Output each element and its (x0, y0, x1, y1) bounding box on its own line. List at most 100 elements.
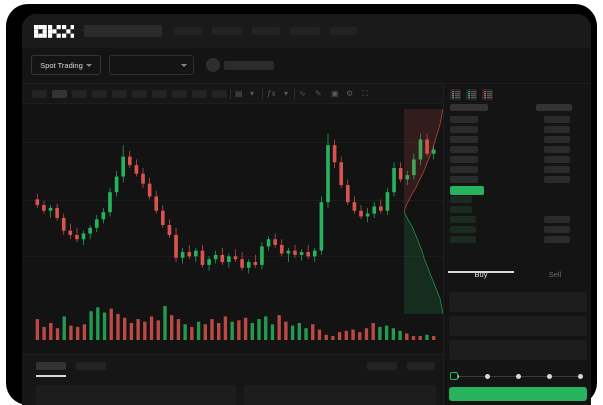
orderbook-bid-price[interactable] (450, 226, 476, 233)
indicator-icon[interactable]: ƒx (267, 89, 276, 98)
order-amount-field[interactable] (449, 316, 587, 336)
timeframe-1mo[interactable] (192, 90, 207, 98)
nav-item-earn[interactable] (252, 27, 280, 35)
toolbar-divider (230, 89, 231, 99)
order-price-field[interactable] (449, 292, 587, 312)
nav-item-markets[interactable] (212, 27, 242, 35)
slider-step-25[interactable] (485, 373, 490, 379)
place-buy-order-button[interactable] (449, 387, 587, 401)
pencil-icon[interactable]: ✎ (315, 89, 322, 98)
chart-gridline (22, 200, 443, 201)
candlestick-series (35, 133, 436, 274)
orderbook-ask-price[interactable] (450, 146, 478, 153)
tab-buy[interactable]: Buy (444, 270, 518, 279)
spot-trading-label: Spot Trading (40, 60, 83, 70)
order-entry-form (443, 286, 591, 405)
slider-handle[interactable] (450, 372, 458, 380)
spot-trading-mode-button[interactable]: Spot Trading (31, 55, 101, 75)
orderbook-bid-price[interactable] (450, 236, 476, 243)
orderbook-ask-amount[interactable] (544, 116, 570, 123)
bottom-card-left[interactable] (36, 385, 236, 405)
chart-toolbar: ▤ ▾ ƒx ▾ ∿ ✎ ▣ ⚙ ⛶ (22, 84, 443, 104)
chart-gridline (22, 256, 443, 257)
orderbook-layout-bids-icon[interactable] (466, 89, 477, 100)
pair-name (224, 61, 274, 70)
orderbook-header-price (450, 104, 488, 111)
orderbook-ask-amount[interactable] (544, 156, 570, 163)
chart-type-icon[interactable]: ▤ (235, 89, 243, 98)
orderbook-spread-row (450, 186, 484, 195)
toolbar-divider (262, 89, 263, 99)
orderbook-ask-price[interactable] (450, 166, 478, 173)
timeframe-1d[interactable] (152, 90, 167, 98)
orderbook-ask-amount[interactable] (544, 136, 570, 143)
timeframe-4h[interactable] (132, 90, 147, 98)
order-book-panel (443, 84, 591, 264)
timeframe-more[interactable] (212, 90, 227, 98)
nav-item-more[interactable] (290, 27, 320, 35)
bottom-action-1[interactable] (367, 362, 397, 370)
pair-avatar (206, 58, 220, 72)
tab-sell[interactable]: Sell (518, 270, 591, 279)
fullscreen-icon[interactable]: ⛶ (362, 89, 368, 98)
orderbook-ask-price[interactable] (450, 126, 478, 133)
orders-panel (22, 354, 443, 405)
timeframe-30m[interactable] (92, 90, 107, 98)
timeframe-1h[interactable] (112, 90, 127, 98)
search-input[interactable] (84, 25, 162, 37)
timeframe-1m[interactable] (32, 90, 47, 98)
orderbook-ask-price[interactable] (450, 116, 478, 123)
orderbook-bid-amount[interactable] (544, 226, 570, 233)
orderbook-ask-price[interactable] (450, 156, 478, 163)
depth-chart (404, 109, 443, 314)
nav-item-trade[interactable] (174, 27, 202, 35)
trading-pair-select[interactable] (109, 55, 194, 75)
nav-item-assets[interactable] (330, 27, 357, 35)
device-frame: Spot Trading (6, 4, 597, 405)
chevron-down-icon (85, 63, 92, 67)
timeframe-15m[interactable] (72, 90, 87, 98)
tab-sell-label: Sell (548, 270, 562, 279)
trade-side-tabs: Buy Sell (443, 264, 591, 286)
tab-buy-label: Buy (474, 270, 488, 279)
orderbook-ask-amount[interactable] (544, 146, 570, 153)
app-screen: Spot Trading (22, 14, 591, 405)
orderbook-ask-amount[interactable] (544, 166, 570, 173)
bottom-tab-order-history[interactable] (76, 362, 106, 370)
orderbook-layout-asks-icon[interactable] (482, 89, 493, 100)
orderbook-ask-price[interactable] (450, 136, 478, 143)
orderbook-bid-price[interactable] (450, 206, 472, 213)
orderbook-bid-price[interactable] (450, 196, 472, 203)
price-chart[interactable] (22, 104, 443, 354)
bottom-tab-active-underline (36, 375, 66, 377)
order-total-field[interactable] (449, 340, 587, 360)
indicator-chevron-icon[interactable]: ▾ (284, 89, 289, 98)
orderbook-bid-amount[interactable] (544, 236, 570, 243)
timeframe-1w[interactable] (172, 90, 187, 98)
slider-step-50[interactable] (516, 373, 521, 379)
tab-active-underline (448, 271, 514, 273)
amount-slider[interactable] (450, 372, 587, 380)
orderbook-ask-amount[interactable] (544, 126, 570, 133)
okx-logo[interactable] (34, 25, 74, 38)
bottom-tab-open-orders[interactable] (36, 362, 66, 370)
chart-gridline (22, 142, 443, 143)
timeframe-5m[interactable] (52, 90, 67, 98)
orderbook-layout-controls (450, 89, 493, 100)
top-navigation-bar (22, 14, 591, 48)
orderbook-bid-price[interactable] (450, 216, 476, 223)
orderbook-layout-both-icon[interactable] (450, 89, 461, 100)
wave-icon[interactable]: ∿ (299, 89, 306, 98)
market-header: Spot Trading (22, 48, 591, 107)
chart-type-chevron-icon[interactable]: ▾ (250, 89, 255, 98)
slider-step-100[interactable] (578, 373, 583, 379)
orderbook-bid-amount[interactable] (544, 216, 570, 223)
orderbook-ask-price[interactable] (450, 176, 478, 183)
chevron-down-icon (181, 63, 187, 67)
orderbook-ask-amount[interactable] (544, 176, 570, 183)
bottom-card-right[interactable] (244, 385, 436, 405)
bottom-action-2[interactable] (407, 362, 435, 370)
slider-step-75[interactable] (547, 373, 552, 379)
camera-icon[interactable]: ▣ (331, 89, 339, 98)
settings-icon[interactable]: ⚙ (346, 89, 354, 98)
